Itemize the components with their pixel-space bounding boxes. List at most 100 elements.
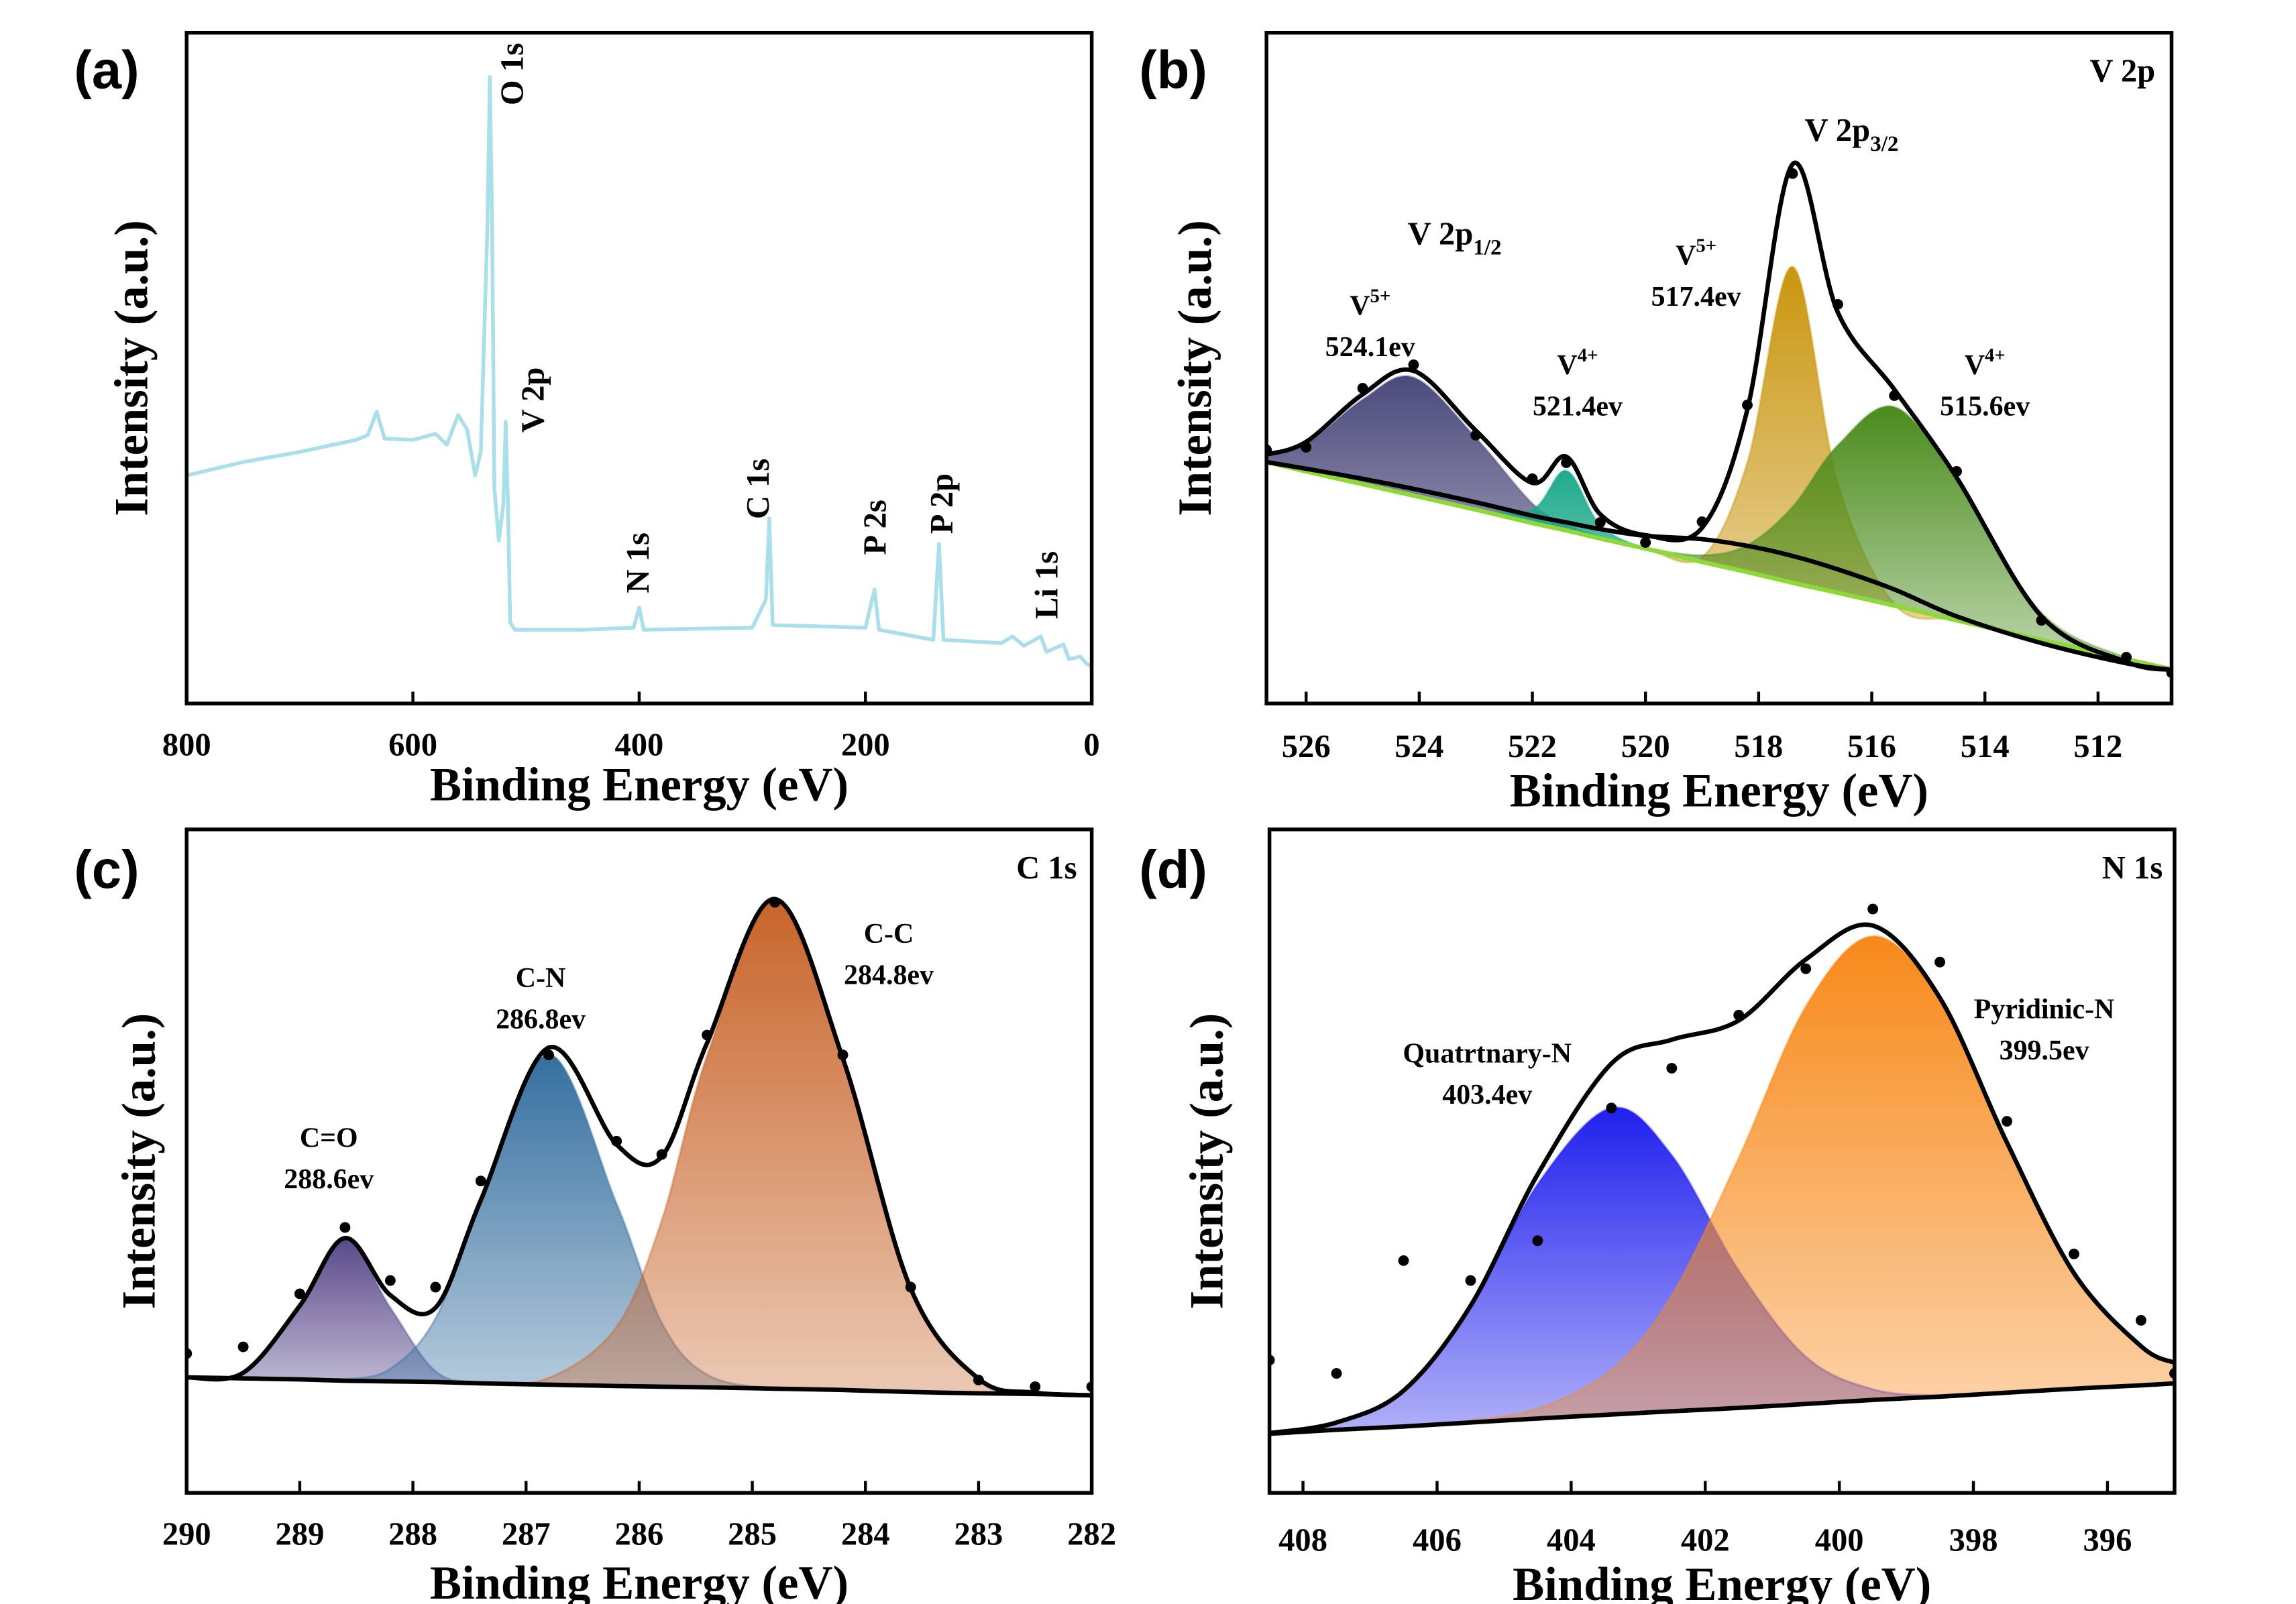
x-axis-label: Binding Energy (eV)	[430, 1557, 849, 1604]
panel: 800 600 400 200 0 Binding Energy (eV) Intensit…	[74, 30, 1100, 811]
x-tick-label: 518	[1734, 728, 1783, 764]
x-tick-label: 406	[1413, 1522, 1462, 1558]
peak-label: V 2p3/2	[1804, 112, 1898, 156]
plot-frame	[184, 30, 1094, 705]
peak-value: 399.5ev	[2000, 1035, 2089, 1066]
data-point	[656, 1149, 667, 1160]
peak-label: C 1s	[740, 459, 776, 519]
y-axis-label: Intensity (a.u.)	[113, 1013, 165, 1310]
data-point	[1594, 517, 1606, 528]
background-line	[1269, 1381, 2175, 1436]
x-axis-label: Binding Energy (eV)	[1510, 764, 1928, 817]
x-tick-label: 289	[275, 1516, 324, 1552]
data-point	[1561, 457, 1572, 468]
data-point	[1787, 168, 1798, 179]
x-tick-label: 402	[1681, 1522, 1730, 1558]
peak-label-text: V	[1350, 290, 1370, 321]
peak-label: P 2s	[857, 500, 893, 555]
peak-value: 403.4ev	[1442, 1080, 1532, 1110]
x-tick-label: 520	[1621, 728, 1670, 764]
peak-label-sub: 1/2	[1473, 235, 1501, 260]
plot-area	[186, 897, 1092, 1398]
panel-title: N 1s	[2102, 850, 2163, 886]
fit-line	[186, 75, 1092, 669]
data-point	[1733, 1009, 1745, 1021]
plot-area	[186, 75, 1092, 669]
plot-frame	[1267, 827, 2177, 1495]
x-tick-label: 404	[1547, 1522, 1596, 1558]
peak-label: V4+	[1557, 344, 1598, 380]
peak-label-text: P 2p	[924, 473, 960, 534]
peak-label: V 2p1/2	[1408, 216, 1502, 260]
peak-label: Quatrtnary-N	[1403, 1038, 1572, 1069]
peak-label-text: C-C	[864, 918, 914, 949]
plot-area	[1269, 903, 2175, 1436]
x-tick-label: 287	[502, 1516, 551, 1552]
panel-label: (c)	[74, 840, 139, 899]
x-tick-label: 286	[614, 1516, 663, 1552]
data-point	[769, 897, 781, 908]
data-point	[1331, 1368, 1342, 1379]
panel-label: (b)	[1139, 40, 1207, 100]
panel: 290 289 288 287 286 285 284 283 282 Binding Energ…	[74, 827, 1116, 1604]
peak-label: V5+	[1350, 285, 1390, 321]
data-point	[1867, 903, 1879, 915]
peak-label: C=O	[300, 1123, 358, 1153]
data-point	[1398, 1255, 1409, 1266]
x-tick-label: 200	[841, 727, 890, 763]
data-point	[2036, 615, 2047, 626]
x-tick-label: 600	[388, 727, 437, 763]
background-line	[186, 1375, 1092, 1398]
data-point	[2121, 652, 2132, 663]
data-point	[1951, 466, 1962, 477]
panel-title: C 1s	[1016, 850, 1077, 886]
data-point	[1030, 1381, 1041, 1392]
peak-label-sup: 5+	[1370, 285, 1391, 306]
plot-area	[1266, 160, 2172, 679]
x-tick-label: 290	[162, 1516, 211, 1552]
data-point	[543, 1049, 554, 1061]
peak-value: 517.4ev	[1651, 282, 1741, 312]
peak-label-sup: 4+	[1985, 344, 2006, 365]
peak-label-sup: 5+	[1696, 235, 1716, 256]
peak-value: 521.4ev	[1533, 391, 1623, 422]
peak-label-text: V 2p	[1804, 112, 1870, 148]
data-point	[1640, 537, 1651, 548]
data-point	[837, 1049, 849, 1061]
panel: 526 524 522 520 518 516 514 512 Binding Energy (…	[1139, 30, 2174, 817]
data-point	[1889, 390, 1900, 401]
peak-label-sub: 3/2	[1870, 131, 1898, 156]
y-axis-label: Intensity (a.u.)	[1169, 220, 1221, 516]
peak-label-sup: 4+	[1578, 344, 1598, 365]
peak-value: 524.1ev	[1325, 332, 1415, 363]
x-tick-label: 512	[2073, 728, 2122, 764]
peak-label: Pyridinic-N	[1974, 994, 2115, 1025]
peak-label: C-N	[516, 963, 566, 994]
x-tick-label: 400	[1815, 1522, 1864, 1558]
data-point	[2069, 1249, 2079, 1259]
peak-label-text: V 2p	[1408, 216, 1474, 252]
x-tick-label: 0	[1083, 727, 1099, 763]
data-point	[2002, 1116, 2012, 1127]
data-point	[1606, 1102, 1617, 1114]
panel-title: V 2p	[2090, 53, 2156, 89]
data-point	[237, 1341, 249, 1353]
peak-value: 288.6ev	[284, 1164, 374, 1195]
data-point	[702, 1029, 713, 1041]
panel: 408 406 404 402 400 398 396 Binding Energy (eV)…	[1139, 827, 2177, 1604]
peak-value: 515.6ev	[1940, 391, 2030, 422]
data-point	[1408, 359, 1419, 370]
y-axis-label: Intensity (a.u.)	[1181, 1013, 1234, 1310]
data-point	[973, 1375, 984, 1385]
data-point	[1357, 383, 1368, 394]
x-axis-label: Binding Energy (eV)	[1513, 1558, 1931, 1604]
data-point	[1301, 442, 1312, 453]
peak-label: V5+	[1676, 235, 1716, 271]
x-tick-label: 398	[1949, 1522, 1998, 1558]
fit-line	[1266, 459, 2172, 673]
x-tick-label: 408	[1278, 1522, 1327, 1558]
peak-label-text: V	[1557, 349, 1577, 380]
data-point	[1742, 400, 1753, 410]
data-point	[475, 1176, 486, 1187]
